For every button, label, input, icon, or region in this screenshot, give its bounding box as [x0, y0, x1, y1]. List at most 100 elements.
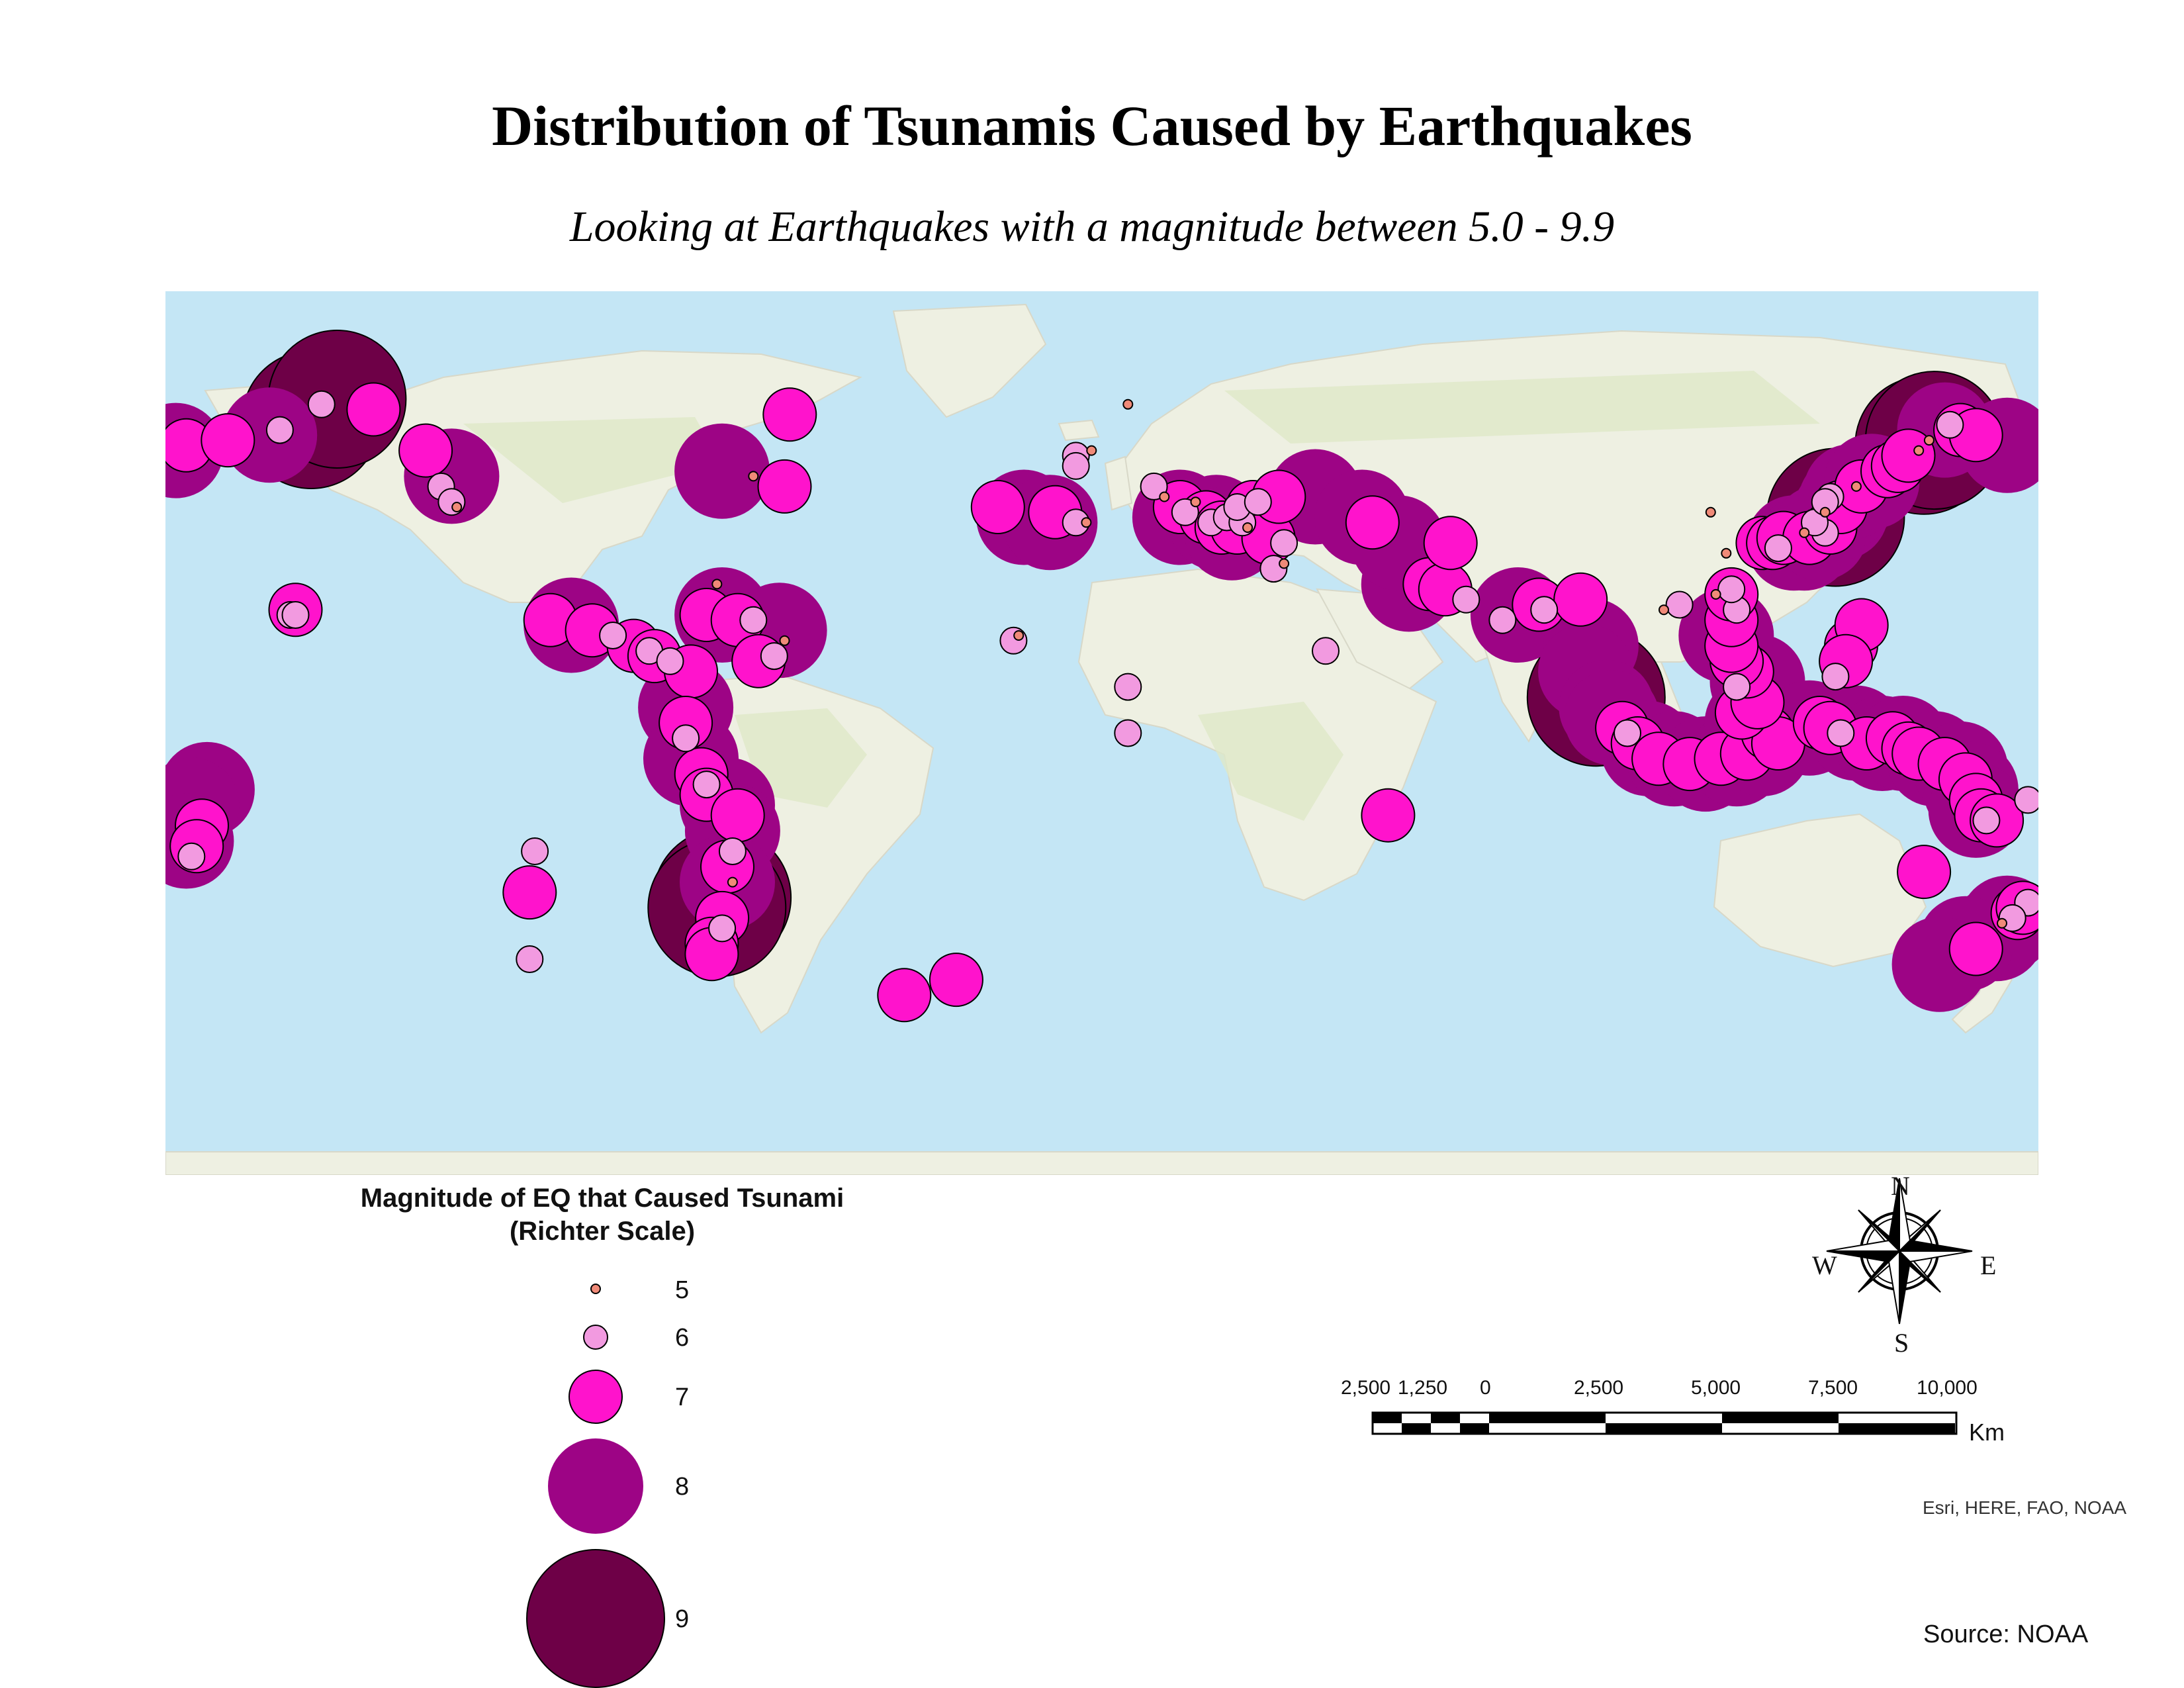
- legend-title-line2: (Richter Scale): [509, 1217, 696, 1246]
- earthquake-marker-m7[interactable]: [757, 459, 812, 514]
- scale-tick-1250: 1,250: [1398, 1377, 1448, 1399]
- earthquake-marker-m6[interactable]: [599, 622, 627, 649]
- earthquake-marker-m5[interactable]: [1850, 481, 1862, 492]
- earthquake-marker-m6[interactable]: [307, 390, 336, 418]
- earthquake-marker-m5[interactable]: [1705, 506, 1716, 518]
- earthquake-marker-m6[interactable]: [1614, 719, 1641, 747]
- legend-symbol-7: [569, 1370, 623, 1424]
- iceland-landmass: [1058, 419, 1100, 442]
- compass-point-e-dark: [1897, 1239, 1973, 1252]
- scale-seg-6: [1606, 1423, 1722, 1434]
- earthquake-marker-m7[interactable]: [1948, 921, 2003, 976]
- map-canvas[interactable]: [165, 291, 2038, 1175]
- earthquake-marker-m5[interactable]: [1997, 917, 2007, 929]
- earthquake-marker-m6[interactable]: [718, 837, 747, 865]
- earthquake-marker-m6[interactable]: [1972, 806, 2001, 835]
- antarctica-landmass: [165, 1151, 2038, 1175]
- earthquake-marker-m6[interactable]: [1270, 529, 1298, 557]
- earthquake-marker-m6[interactable]: [656, 647, 684, 675]
- earthquake-marker-m6[interactable]: [1312, 637, 1340, 665]
- earthquake-marker-m7[interactable]: [929, 953, 983, 1008]
- earthquake-marker-m5[interactable]: [451, 502, 463, 512]
- earthquake-marker-m7[interactable]: [970, 480, 1025, 534]
- scale-tick-5000: 5,000: [1691, 1377, 1741, 1399]
- earthquake-marker-m6[interactable]: [692, 771, 721, 799]
- earthquake-marker-m6[interactable]: [516, 945, 544, 973]
- earthquake-marker-m5[interactable]: [1013, 630, 1024, 641]
- earthquake-marker-m7[interactable]: [762, 387, 817, 442]
- scale-seg-8: [1839, 1423, 1955, 1434]
- earthquake-marker-m6[interactable]: [265, 416, 294, 444]
- earthquake-marker-m7[interactable]: [346, 382, 401, 437]
- earthquake-marker-m6[interactable]: [437, 488, 466, 516]
- earthquake-marker-m8[interactable]: [674, 423, 770, 519]
- earthquake-marker-m5[interactable]: [1086, 445, 1097, 456]
- earthquake-marker-m7[interactable]: [710, 788, 765, 843]
- earthquake-marker-m6[interactable]: [739, 606, 768, 634]
- earthquake-marker-m7[interactable]: [1345, 495, 1400, 550]
- north-america-vegetation: [463, 417, 721, 503]
- scale-seg-7: [1722, 1413, 1839, 1423]
- earthquake-marker-m5[interactable]: [711, 579, 723, 590]
- earthquake-layer[interactable]: [165, 330, 2038, 1023]
- earthquake-marker-m6[interactable]: [708, 914, 737, 943]
- earthquake-marker-m6[interactable]: [281, 601, 310, 629]
- earthquake-marker-m5[interactable]: [1799, 527, 1810, 538]
- earthquake-marker-m5[interactable]: [1819, 506, 1831, 518]
- earthquake-marker-m6[interactable]: [1114, 673, 1142, 701]
- earthquake-marker-m7[interactable]: [201, 413, 255, 468]
- page-subtitle: Looking at Earthquakes with a magnitude …: [569, 203, 1615, 251]
- earthquake-marker-m7[interactable]: [1553, 572, 1608, 627]
- earthquake-marker-m6[interactable]: [1936, 410, 1964, 439]
- earthquake-marker-m5[interactable]: [727, 876, 738, 888]
- earthquake-marker-m6[interactable]: [1723, 673, 1751, 701]
- scale-seg-3: [1431, 1413, 1460, 1423]
- earthquake-marker-m7[interactable]: [1361, 788, 1416, 843]
- compass-west-label: W: [1812, 1250, 1837, 1280]
- scale-tick-7500: 7,500: [1808, 1377, 1858, 1399]
- earthquake-marker-m5[interactable]: [1279, 558, 1290, 569]
- earthquake-marker-m7[interactable]: [398, 423, 453, 478]
- earthquake-marker-m5[interactable]: [748, 471, 759, 482]
- earthquake-marker-m6[interactable]: [1764, 534, 1792, 563]
- earthquake-marker-m5[interactable]: [1081, 517, 1092, 528]
- earthquake-marker-m5[interactable]: [1923, 435, 1934, 446]
- earthquake-marker-m6[interactable]: [1821, 663, 1850, 691]
- compass-major-points: [1826, 1178, 1973, 1325]
- earthquake-marker-m5[interactable]: [1159, 491, 1170, 502]
- earthquake-marker-m7[interactable]: [877, 968, 932, 1023]
- earthquake-marker-m6[interactable]: [1717, 575, 1746, 604]
- earthquake-marker-m5[interactable]: [1659, 604, 1669, 616]
- central-africa-vegetation: [1198, 702, 1343, 821]
- earthquake-marker-m7[interactable]: [1423, 516, 1478, 571]
- earthquake-marker-m7[interactable]: [502, 865, 557, 920]
- earthquake-marker-m5[interactable]: [779, 635, 790, 646]
- earthquake-marker-m5[interactable]: [1242, 522, 1253, 533]
- earthquake-marker-m6[interactable]: [1665, 590, 1694, 619]
- earthquake-marker-m6[interactable]: [1488, 606, 1517, 634]
- earthquake-marker-m6[interactable]: [1244, 488, 1272, 516]
- legend-title-line1: Magnitude of EQ that Caused Tsunami: [360, 1184, 844, 1213]
- earthquake-marker-m6[interactable]: [177, 842, 206, 870]
- earthquake-marker-m6[interactable]: [1452, 585, 1480, 614]
- earthquake-marker-m5[interactable]: [1710, 588, 1721, 600]
- earthquake-marker-m6[interactable]: [1114, 719, 1142, 747]
- earthquake-marker-m6[interactable]: [999, 626, 1028, 655]
- earthquake-marker-m6[interactable]: [1827, 719, 1855, 747]
- earthquake-marker-m6[interactable]: [1062, 451, 1090, 480]
- world-map[interactable]: [165, 291, 2038, 1175]
- earthquake-marker-m5[interactable]: [1122, 399, 1134, 410]
- earthquake-marker-m5[interactable]: [1721, 547, 1732, 559]
- data-source: Source: NOAA: [1923, 1620, 2089, 1648]
- earthquake-marker-m5[interactable]: [1190, 496, 1201, 508]
- earthquake-marker-m6[interactable]: [521, 837, 549, 865]
- earthquake-marker-m6[interactable]: [2014, 786, 2038, 814]
- earthquake-marker-m6[interactable]: [1530, 596, 1559, 624]
- earthquake-marker-m7[interactable]: [1897, 845, 1952, 900]
- earthquake-marker-m6[interactable]: [672, 724, 700, 753]
- scale-seg-1: [1373, 1413, 1402, 1423]
- earthquake-marker-m5[interactable]: [1913, 445, 1925, 456]
- legend-symbols: [526, 1284, 665, 1688]
- earthquake-marker-m7[interactable]: [1881, 428, 1936, 483]
- earthquake-marker-m6[interactable]: [760, 642, 788, 671]
